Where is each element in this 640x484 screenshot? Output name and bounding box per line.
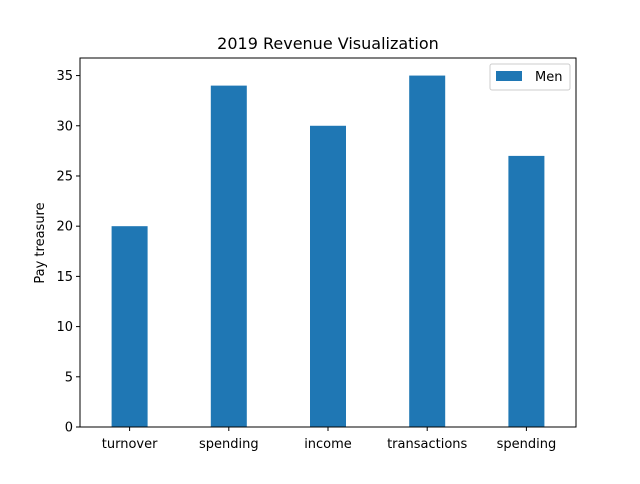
bar-turnover-0	[111, 226, 148, 427]
y-tick-label: 25	[56, 169, 73, 184]
x-tick-label: turnover	[102, 437, 158, 452]
y-axis: 0 5 10 15 20 25 30 35	[56, 69, 80, 436]
y-tick-label: 35	[56, 69, 73, 84]
y-axis-label: Pay treasure	[33, 202, 48, 283]
y-tick-label: 30	[56, 119, 73, 134]
legend-label-men: Men	[535, 70, 562, 85]
legend-box	[489, 63, 571, 91]
plot-area	[111, 75, 545, 428]
x-tick-label: spending	[199, 437, 259, 452]
bar-spending-1	[210, 85, 247, 427]
bar-spending-4	[508, 155, 545, 428]
y-tick-label: 0	[65, 421, 73, 436]
x-axis: turnover spending income transactions spendi…	[102, 427, 556, 452]
bar-income-2	[310, 125, 346, 427]
y-tick-label: 5	[65, 370, 73, 385]
legend-swatch-men	[496, 71, 522, 81]
y-tick-label: 20	[56, 220, 73, 235]
y-tick-label: 10	[56, 320, 73, 335]
plot-frame	[79, 57, 577, 428]
y-tick-label: 15	[56, 270, 73, 285]
chart-title: 2019 Revenue Visualization	[217, 34, 439, 53]
x-tick-label: income	[304, 437, 352, 452]
x-tick-label: transactions	[387, 437, 467, 452]
legend: Men	[489, 63, 571, 91]
x-tick-label: spending	[497, 437, 557, 452]
bar-transactions-3	[409, 75, 446, 428]
